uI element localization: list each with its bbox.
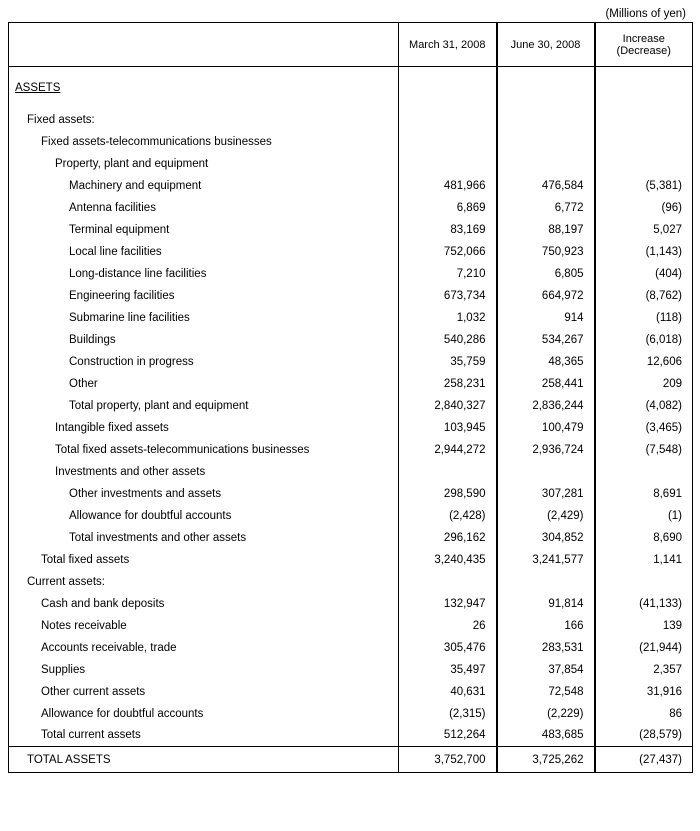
row-total-fixed: Total fixed assets3,240,4353,241,5771,14… bbox=[9, 549, 693, 571]
group-telecom: Fixed assets-telecommunications business… bbox=[9, 131, 693, 153]
row-total-ppe: Total property, plant and equipment2,840… bbox=[9, 395, 693, 417]
unit-note: (Millions of yen) bbox=[8, 8, 692, 20]
row-total-telecom: Total fixed assets-telecommunications bu… bbox=[9, 439, 693, 461]
group-ppe: Property, plant and equipment bbox=[9, 153, 693, 175]
row-allow-cur: Allowance for doubtful accounts(2,315)(2… bbox=[9, 703, 693, 725]
row-cash: Cash and bank deposits132,94791,814(41,1… bbox=[9, 593, 693, 615]
row-other-cur: Other current assets40,63172,54831,916 bbox=[9, 681, 693, 703]
balance-sheet-table: March 31, 2008 June 30, 2008 Increase(De… bbox=[8, 22, 693, 773]
row-submarine: Submarine line facilities1,032914(118) bbox=[9, 307, 693, 329]
col-header-march: March 31, 2008 bbox=[399, 23, 497, 67]
section-assets: ASSETS bbox=[9, 77, 693, 99]
group-fixed-assets: Fixed assets: bbox=[9, 109, 693, 131]
row-terminal: Terminal equipment83,16988,1975,027 bbox=[9, 219, 693, 241]
row-total-assets: TOTAL ASSETS 3,752,700 3,725,262 (27,437… bbox=[9, 747, 693, 773]
row-engineering: Engineering facilities673,734664,972(8,7… bbox=[9, 285, 693, 307]
row-machinery: Machinery and equipment481,966476,584(5,… bbox=[9, 175, 693, 197]
row-supplies: Supplies35,49737,8542,357 bbox=[9, 659, 693, 681]
row-buildings: Buildings540,286534,267(6,018) bbox=[9, 329, 693, 351]
group-current-assets: Current assets: bbox=[9, 571, 693, 593]
row-cip: Construction in progress35,75948,36512,6… bbox=[9, 351, 693, 373]
row-total-inv: Total investments and other assets296,16… bbox=[9, 527, 693, 549]
row-intangible: Intangible fixed assets103,945100,479(3,… bbox=[9, 417, 693, 439]
row-total-cur: Total current assets512,264483,685(28,57… bbox=[9, 725, 693, 747]
col-header-change: Increase(Decrease) bbox=[595, 23, 693, 67]
row-allow-inv: Allowance for doubtful accounts(2,428)(2… bbox=[9, 505, 693, 527]
row-antenna: Antenna facilities6,8696,772(96) bbox=[9, 197, 693, 219]
row-ar: Accounts receivable, trade305,476283,531… bbox=[9, 637, 693, 659]
group-investments: Investments and other assets bbox=[9, 461, 693, 483]
col-header-june: June 30, 2008 bbox=[497, 23, 595, 67]
row-other-ppe: Other258,231258,441209 bbox=[9, 373, 693, 395]
row-notes: Notes receivable26166139 bbox=[9, 615, 693, 637]
row-local-line: Local line facilities752,066750,923(1,14… bbox=[9, 241, 693, 263]
header-row: March 31, 2008 June 30, 2008 Increase(De… bbox=[9, 23, 693, 67]
row-long-dist: Long-distance line facilities7,2106,805(… bbox=[9, 263, 693, 285]
row-other-inv: Other investments and assets298,590307,2… bbox=[9, 483, 693, 505]
